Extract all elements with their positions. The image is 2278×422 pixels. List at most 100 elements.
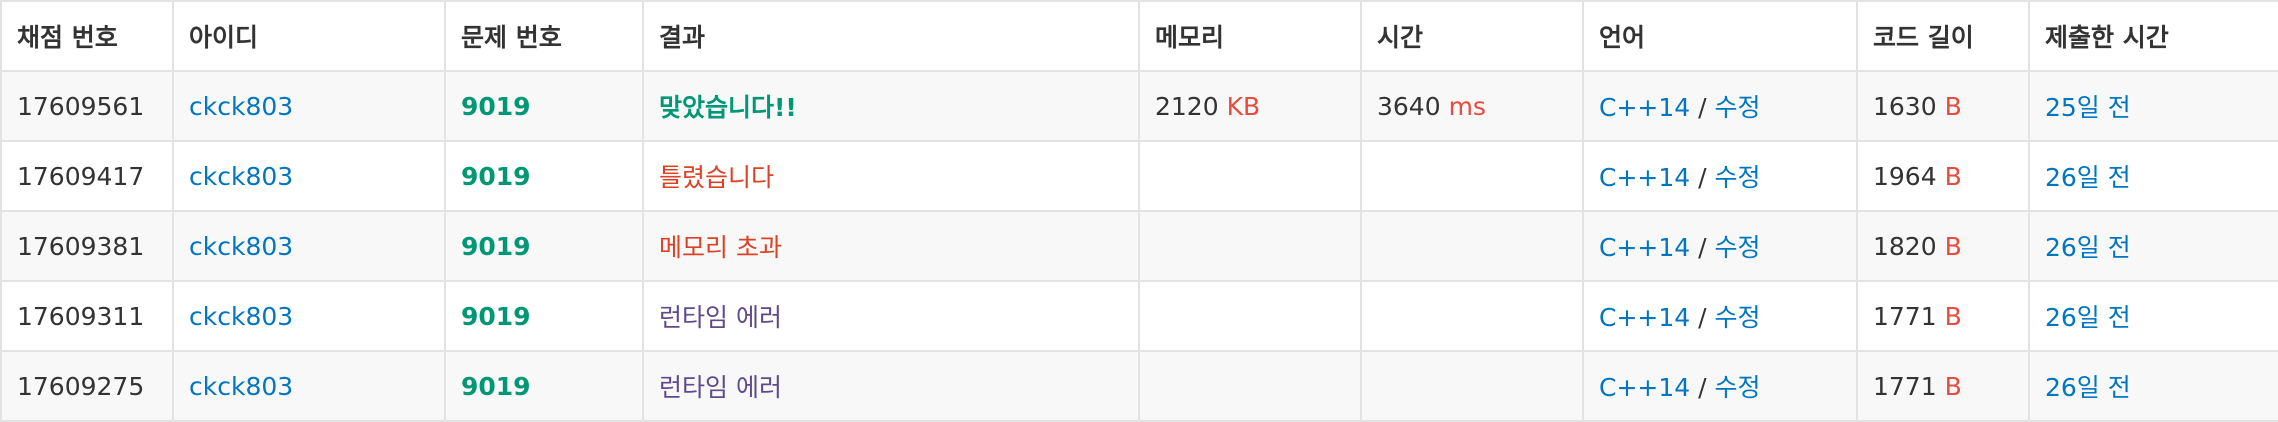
language-link[interactable]: C++14 xyxy=(1599,93,1691,122)
submission-id: 17609417 xyxy=(0,140,174,212)
header-code-length: 코드 길이 xyxy=(1856,0,2030,72)
result-accepted: 맞았습니다!! xyxy=(659,93,797,122)
header-submission-id: 채점 번호 xyxy=(0,0,174,72)
submitted-at-cell: 26일 전 xyxy=(2028,210,2278,282)
result-cell: 런타임 에러 xyxy=(642,280,1140,352)
language-separator: / xyxy=(1690,93,1715,122)
time-cell: 3640 ms xyxy=(1360,70,1584,142)
language-cell: C++14 / 수정 xyxy=(1582,280,1858,352)
code-length-cell: 1964 B xyxy=(1856,140,2030,212)
time-cell xyxy=(1360,140,1584,212)
submitted-at-link[interactable]: 26일 전 xyxy=(2045,373,2131,402)
header-row: 채점 번호 아이디 문제 번호 결과 메모리 시간 언어 코드 길이 제출한 시… xyxy=(0,0,2278,72)
result-cell: 메모리 초과 xyxy=(642,210,1140,282)
submitted-at-cell: 26일 전 xyxy=(2028,280,2278,352)
header-time: 시간 xyxy=(1360,0,1584,72)
table-row: 17609417 ckck803 9019 틀렸습니다 C++14 / 수정 1… xyxy=(0,140,2278,212)
edit-link[interactable]: 수정 xyxy=(1714,303,1761,332)
user-id-cell: ckck803 xyxy=(172,280,446,352)
language-cell: C++14 / 수정 xyxy=(1582,70,1858,142)
table-row: 17609311 ckck803 9019 런타임 에러 C++14 / 수정 … xyxy=(0,280,2278,352)
memory-cell: 2120 KB xyxy=(1138,70,1362,142)
language-cell: C++14 / 수정 xyxy=(1582,350,1858,422)
header-submitted-at: 제출한 시간 xyxy=(2028,0,2278,72)
language-cell: C++14 / 수정 xyxy=(1582,140,1858,212)
user-id-cell: ckck803 xyxy=(172,350,446,422)
code-length-cell: 1771 B xyxy=(1856,350,2030,422)
code-length-cell: 1630 B xyxy=(1856,70,2030,142)
edit-link[interactable]: 수정 xyxy=(1714,233,1761,262)
language-separator: / xyxy=(1690,303,1715,332)
language-separator: / xyxy=(1690,373,1715,402)
code-length-value: 1771 xyxy=(1873,371,1937,401)
code-length-unit: B xyxy=(1944,301,1962,331)
problem-link[interactable]: 9019 xyxy=(461,161,531,191)
language-link[interactable]: C++14 xyxy=(1599,163,1691,192)
submitted-at-link[interactable]: 25일 전 xyxy=(2045,93,2131,122)
problem-link[interactable]: 9019 xyxy=(461,301,531,331)
user-link[interactable]: ckck803 xyxy=(189,371,294,401)
problem-link[interactable]: 9019 xyxy=(461,91,531,121)
time-unit: ms xyxy=(1448,91,1486,121)
language-cell: C++14 / 수정 xyxy=(1582,210,1858,282)
language-separator: / xyxy=(1690,163,1715,192)
header-problem-id: 문제 번호 xyxy=(444,0,644,72)
problem-id-cell: 9019 xyxy=(444,280,644,352)
problem-id-cell: 9019 xyxy=(444,350,644,422)
submission-id: 17609275 xyxy=(0,350,174,422)
submitted-at-cell: 25일 전 xyxy=(2028,70,2278,142)
code-length-value: 1630 xyxy=(1873,91,1937,121)
user-link[interactable]: ckck803 xyxy=(189,161,294,191)
time-cell xyxy=(1360,280,1584,352)
language-link[interactable]: C++14 xyxy=(1599,373,1691,402)
header-language: 언어 xyxy=(1582,0,1858,72)
problem-id-cell: 9019 xyxy=(444,210,644,282)
edit-link[interactable]: 수정 xyxy=(1714,93,1761,122)
code-length-unit: B xyxy=(1944,371,1962,401)
problem-id-cell: 9019 xyxy=(444,70,644,142)
time-cell xyxy=(1360,350,1584,422)
header-result: 결과 xyxy=(642,0,1140,72)
table-header: 채점 번호 아이디 문제 번호 결과 메모리 시간 언어 코드 길이 제출한 시… xyxy=(0,0,2278,72)
submitted-at-link[interactable]: 26일 전 xyxy=(2045,233,2131,262)
edit-link[interactable]: 수정 xyxy=(1714,373,1761,402)
user-link[interactable]: ckck803 xyxy=(189,301,294,331)
table-row: 17609275 ckck803 9019 런타임 에러 C++14 / 수정 … xyxy=(0,350,2278,422)
time-cell xyxy=(1360,210,1584,282)
submitted-at-link[interactable]: 26일 전 xyxy=(2045,303,2131,332)
problem-id-cell: 9019 xyxy=(444,140,644,212)
submission-id: 17609561 xyxy=(0,70,174,142)
result-cell: 맞았습니다!! xyxy=(642,70,1140,142)
language-link[interactable]: C++14 xyxy=(1599,233,1691,262)
user-id-cell: ckck803 xyxy=(172,210,446,282)
memory-cell xyxy=(1138,210,1362,282)
memory-value: 2120 xyxy=(1155,91,1219,121)
code-length-value: 1771 xyxy=(1873,301,1937,331)
user-link[interactable]: ckck803 xyxy=(189,91,294,121)
submission-id: 17609381 xyxy=(0,210,174,282)
header-user-id: 아이디 xyxy=(172,0,446,72)
table-row: 17609561 ckck803 9019 맞았습니다!! 2120 KB 36… xyxy=(0,70,2278,142)
problem-link[interactable]: 9019 xyxy=(461,231,531,261)
time-value: 3640 xyxy=(1377,91,1441,121)
submitted-at-cell: 26일 전 xyxy=(2028,140,2278,212)
submitted-at-link[interactable]: 26일 전 xyxy=(2045,163,2131,192)
result-runtime-error: 런타임 에러 xyxy=(659,373,782,402)
user-link[interactable]: ckck803 xyxy=(189,231,294,261)
submission-id: 17609311 xyxy=(0,280,174,352)
language-separator: / xyxy=(1690,233,1715,262)
submitted-at-cell: 26일 전 xyxy=(2028,350,2278,422)
language-link[interactable]: C++14 xyxy=(1599,303,1691,332)
code-length-value: 1820 xyxy=(1873,231,1937,261)
problem-link[interactable]: 9019 xyxy=(461,371,531,401)
result-cell: 틀렸습니다 xyxy=(642,140,1140,212)
edit-link[interactable]: 수정 xyxy=(1714,163,1761,192)
result-wrong-answer: 틀렸습니다 xyxy=(659,163,775,192)
result-memory-limit: 메모리 초과 xyxy=(659,233,782,262)
memory-cell xyxy=(1138,350,1362,422)
code-length-cell: 1771 B xyxy=(1856,280,2030,352)
code-length-unit: B xyxy=(1944,161,1962,191)
user-id-cell: ckck803 xyxy=(172,140,446,212)
code-length-unit: B xyxy=(1944,91,1962,121)
